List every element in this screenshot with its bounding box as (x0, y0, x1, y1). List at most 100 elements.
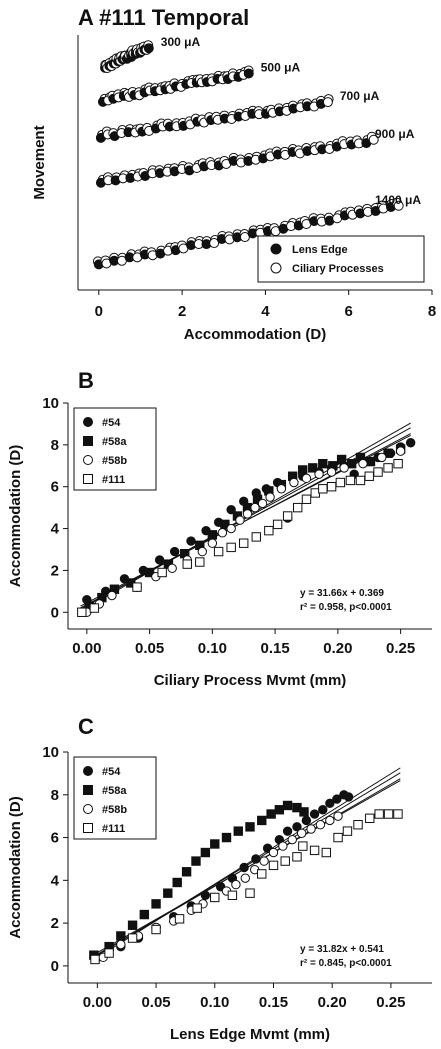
b-data-point (250, 502, 260, 513)
b-data-point (298, 465, 308, 475)
b-data-point (393, 458, 403, 469)
b-data-point (235, 515, 245, 525)
b-y-tick-label: 0 (51, 604, 59, 621)
b-equation: y = 31.66x + 0.369 (300, 588, 384, 599)
c-data-point (393, 809, 403, 819)
c-data-point (268, 860, 279, 871)
c-data-point (292, 822, 302, 832)
c-data-point (251, 854, 261, 864)
b-y-tick-label: 4 (51, 521, 60, 538)
c-data-point (174, 914, 185, 924)
c-data-point (321, 847, 332, 858)
b-data-point (326, 482, 337, 492)
c-equation: y = 31.82x + 0.541 (300, 944, 384, 955)
c-data-point (332, 794, 342, 804)
c-data-point (325, 815, 335, 826)
c-data-point (151, 924, 161, 935)
c-data-point (163, 888, 173, 898)
c-data-point (116, 931, 126, 941)
b-data-point (301, 494, 312, 504)
b-legend-label: #58b (102, 455, 127, 467)
a-lens-edge-point (209, 238, 220, 249)
panel-b-letter: B (78, 368, 94, 393)
b-data-point (226, 542, 236, 553)
c-y-axis-title: Accommodation (D) (7, 796, 24, 939)
c-data-point (306, 824, 316, 834)
b-data-point (207, 538, 218, 548)
c-data-point (172, 877, 182, 888)
b-data-point (207, 530, 218, 540)
b-data-point (77, 607, 87, 617)
c-data-point (342, 826, 353, 836)
b-y-axis-title: Accommodation (D) (7, 445, 24, 588)
b-legend-label: #58a (102, 436, 127, 448)
c-data-point (151, 899, 161, 909)
b-data-point (289, 477, 299, 488)
c-legend-marker (83, 823, 93, 833)
c-x-tick-label: 0.15 (259, 994, 288, 1011)
a-x-tick-label: 6 (345, 303, 353, 320)
c-data-point (257, 815, 267, 826)
b-data-point (107, 590, 117, 601)
a-legend-marker (270, 243, 282, 255)
panel-a-title: A #111 Temporal (78, 5, 249, 30)
a-legend-label: Ciliary Processes (292, 263, 384, 275)
b-data-point (239, 538, 249, 548)
b-data-point (169, 546, 180, 557)
b-data-point (339, 463, 349, 473)
b-data-point (89, 603, 100, 613)
c-data-point (278, 841, 288, 851)
b-x-tick-label: 0.10 (198, 640, 227, 657)
c-x-tick-label: 0.10 (200, 994, 229, 1011)
b-legend-marker (83, 455, 93, 465)
b-legend-label: #54 (102, 417, 121, 429)
c-x-tick-label: 0.25 (376, 994, 405, 1011)
c-y-tick-label: 0 (51, 958, 59, 975)
c-data-point (287, 834, 297, 845)
b-data-point (226, 523, 236, 534)
panel-c-chart: 0 2 4 6 8 10 0.00 0.05 0.10 0.15 0.20 0.25 Lens Edge… (7, 744, 432, 1043)
b-data-point (257, 498, 268, 509)
a-lens-edge-point (368, 134, 379, 145)
a-x-tick-label: 8 (428, 303, 436, 320)
c-data-point (282, 826, 293, 836)
b-data-point (276, 484, 287, 494)
b-data-point (157, 567, 167, 578)
b-data-point (364, 471, 374, 481)
c-data-point (192, 903, 202, 913)
c-x-tick-label: 0.20 (318, 994, 347, 1011)
c-data-point (266, 809, 276, 819)
b-data-point (377, 452, 387, 463)
b-data-point (186, 536, 196, 546)
c-y-tick-label: 8 (51, 787, 59, 804)
b-data-point (336, 454, 347, 465)
c-data-point (200, 847, 211, 858)
b-data-point (345, 475, 356, 486)
c-x-tick-label: 0.00 (83, 994, 112, 1011)
b-data-point (373, 467, 383, 477)
b-y-tick-label: 8 (51, 437, 59, 454)
c-data-point (245, 822, 255, 832)
c-data-point (210, 892, 220, 903)
b-legend-marker (83, 474, 93, 484)
c-data-point (296, 828, 307, 838)
b-data-point (264, 525, 274, 536)
b-x-tick-label: 0.15 (261, 640, 290, 657)
c-data-point (239, 862, 249, 873)
b-data-point (282, 511, 293, 521)
b-data-point (272, 519, 283, 530)
c-data-point (231, 879, 241, 890)
c-data-point (268, 847, 279, 858)
c-legend-label: #111 (102, 823, 125, 835)
c-data-point (127, 920, 138, 930)
c-data-point (309, 845, 320, 856)
b-data-point (197, 546, 208, 557)
c-data-point (127, 933, 138, 943)
a-x-axis-title: Accommodation (D) (184, 326, 327, 343)
c-legend: #54 #58a #58b #111 (73, 756, 157, 840)
c-legend-marker (83, 785, 93, 795)
b-legend: #54 #58a #58b #111 (73, 407, 157, 491)
c-data-point (365, 813, 375, 824)
b-r-squared: r² = 0.958, p<0.0001 (300, 602, 392, 613)
